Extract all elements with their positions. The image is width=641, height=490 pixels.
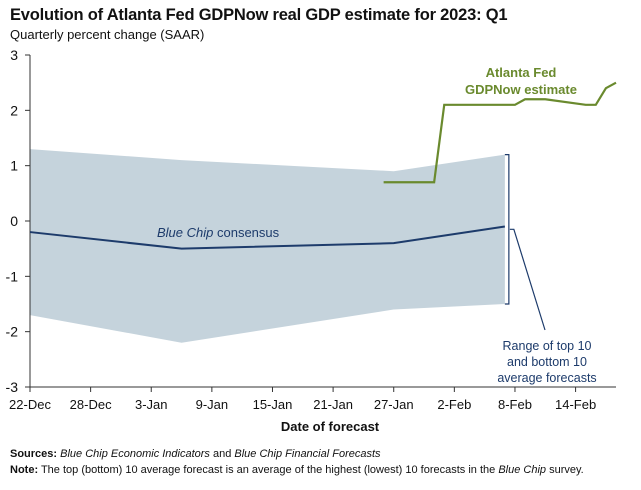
x-tick-label: 3-Jan (135, 397, 168, 412)
sources-label: Sources: (10, 448, 58, 460)
range-leader-line (509, 228, 546, 331)
chart-title: Evolution of Atlanta Fed GDPNow real GDP… (10, 6, 508, 24)
x-tick-label: 21-Jan (313, 397, 353, 412)
y-tick-label: 0 (10, 213, 18, 229)
note-end: survey. (546, 464, 584, 476)
x-tick-label: 22-Dec (9, 397, 51, 412)
x-tick-label: 15-Jan (253, 397, 293, 412)
y-tick-label: 3 (10, 47, 18, 63)
note-text: The top (bottom) 10 average forecast is … (38, 464, 499, 476)
y-tick-label: -1 (6, 268, 19, 284)
x-tick-label: 28-Dec (70, 397, 112, 412)
sources-publication-2: Blue Chip Financial Forecasts (234, 448, 381, 460)
sources-and: and (209, 448, 235, 460)
x-tick-label: 27-Jan (374, 397, 414, 412)
x-tick-label: 8-Feb (498, 397, 532, 412)
consensus-line (29, 225, 506, 250)
sources-line: Sources: Blue Chip Economic Indicators a… (10, 448, 381, 460)
x-tick-label: 9-Jan (196, 397, 229, 412)
note-line: Note: The top (bottom) 10 average foreca… (10, 464, 584, 476)
range-label-line: average forecasts (497, 371, 596, 385)
x-tick-label: 2-Feb (437, 397, 471, 412)
x-axis-title: Date of forecast (281, 419, 380, 434)
y-tick-label: 2 (10, 102, 18, 118)
gdpnow-line (383, 81, 617, 184)
consensus-label: Blue Chip consensus (157, 225, 280, 240)
y-tick-label: -2 (6, 324, 19, 340)
x-tick-label: 14-Feb (555, 397, 596, 412)
y-tick-label: -3 (6, 379, 19, 395)
range-label-line: Range of top 10 (503, 339, 592, 353)
note-italic: Blue Chip (498, 464, 547, 476)
range-label-line: and bottom 10 (507, 355, 587, 369)
chart-subtitle: Quarterly percent change (SAAR) (10, 27, 205, 42)
consensus-label-rest: consensus (213, 225, 279, 240)
gdpnow-label-line1: Atlanta Fed (486, 65, 557, 80)
sources-publication-1: Blue Chip Economic Indicators (60, 448, 210, 460)
gdpnow-label-line2: GDPNow estimate (465, 82, 577, 97)
note-label: Note: (10, 464, 39, 476)
range-bracket (504, 154, 510, 305)
consensus-label-italic: Blue Chip (157, 225, 213, 240)
y-tick-label: 1 (10, 158, 18, 174)
